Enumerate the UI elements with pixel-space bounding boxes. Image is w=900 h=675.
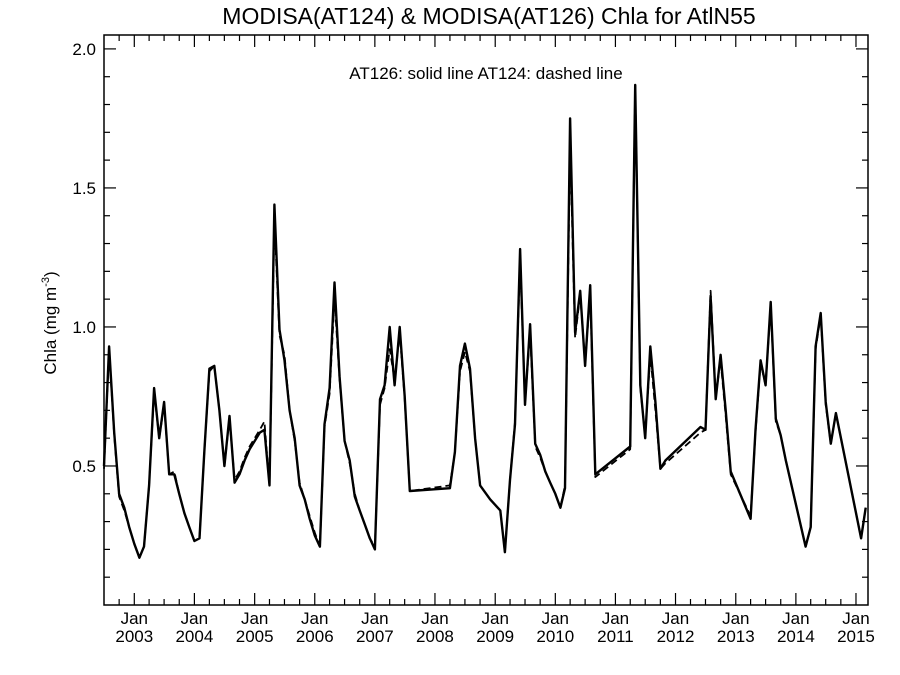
legend-annotation: AT126: solid line AT124: dashed line <box>349 64 622 83</box>
x-tick-month-label: Jan <box>542 609 569 628</box>
y-axis-label: Chla (mg m-3) <box>40 271 60 374</box>
x-tick-month-label: Jan <box>241 609 268 628</box>
x-tick-year-label: 2010 <box>536 627 574 646</box>
x-tick-year-label: 2005 <box>236 627 274 646</box>
series-layer <box>102 83 867 559</box>
x-axis-ticks: Jan2003Jan2004Jan2005Jan2006Jan2007Jan20… <box>115 35 875 646</box>
x-tick-month-label: Jan <box>421 609 448 628</box>
x-tick-month-label: Jan <box>181 609 208 628</box>
y-tick-label: 1.5 <box>72 179 96 198</box>
x-tick-month-label: Jan <box>782 609 809 628</box>
x-tick-month-label: Jan <box>602 609 629 628</box>
x-tick-month-label: Jan <box>301 609 328 628</box>
x-tick-year-label: 2004 <box>175 627 213 646</box>
x-tick-year-label: 2008 <box>416 627 454 646</box>
x-tick-month-label: Jan <box>121 609 148 628</box>
x-tick-month-label: Jan <box>662 609 689 628</box>
x-tick-year-label: 2007 <box>356 627 394 646</box>
x-tick-year-label: 2003 <box>115 627 153 646</box>
x-tick-month-label: Jan <box>722 609 749 628</box>
y-axis-label-exponent: -3 <box>40 277 52 287</box>
y-tick-label: 0.5 <box>72 457 96 476</box>
x-tick-year-label: 2013 <box>717 627 755 646</box>
x-tick-year-label: 2011 <box>597 627 634 646</box>
x-tick-year-label: 2006 <box>296 627 334 646</box>
series-line-solid <box>102 83 867 559</box>
plot-frame <box>103 34 869 606</box>
x-tick-month-label: Jan <box>842 609 869 628</box>
y-axis-ticks: 0.5 1.0 1.5 2.0 <box>72 40 868 578</box>
x-tick-year-label: 2012 <box>657 627 695 646</box>
x-tick-year-label: 2014 <box>777 627 815 646</box>
y-tick-label: 1.0 <box>72 318 96 337</box>
chart-title: MODISA(AT124) & MODISA(AT126) Chla for A… <box>222 3 755 29</box>
y-tick-label: 2.0 <box>72 40 96 59</box>
x-tick-month-label: Jan <box>361 609 388 628</box>
x-tick-month-label: Jan <box>482 609 509 628</box>
x-tick-year-label: 2009 <box>476 627 514 646</box>
x-tick-year-label: 2015 <box>837 627 875 646</box>
